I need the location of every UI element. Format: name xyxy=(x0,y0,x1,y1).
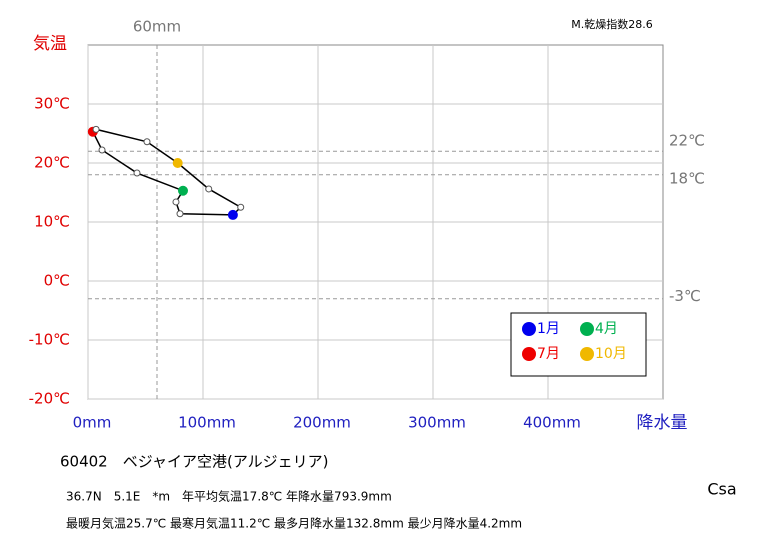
month-point xyxy=(98,146,106,154)
y-tick-label: -20℃ xyxy=(29,390,70,408)
legend-marker xyxy=(522,322,536,336)
reference-label: 60mm xyxy=(133,18,181,36)
reference-label: 22℃ xyxy=(669,132,705,150)
month-point xyxy=(172,158,183,168)
y-tick-label: 20℃ xyxy=(34,154,70,172)
month-point xyxy=(205,185,213,193)
x-tick-label: 0mm xyxy=(73,414,112,432)
month-point xyxy=(143,138,151,146)
x-axis-label: 降水量 xyxy=(637,413,688,433)
info-line: 36.7N 5.1E *m 年平均気温17.8℃ 年降水量793.9mm xyxy=(66,489,392,504)
legend-marker xyxy=(580,347,594,361)
legend-label: 7月 xyxy=(537,346,560,362)
legend-marker xyxy=(580,322,594,336)
month-point xyxy=(176,210,184,218)
x-tick-label: 400mm xyxy=(523,414,581,432)
reference-label: -3℃ xyxy=(669,287,701,305)
legend-label: 4月 xyxy=(595,321,618,337)
month-point xyxy=(237,203,245,211)
y-tick-label: 10℃ xyxy=(34,213,70,231)
legend-label: 1月 xyxy=(537,321,560,337)
legend-box xyxy=(510,312,647,377)
month-point xyxy=(227,209,238,220)
info-line: 最暖月気温25.7℃ 最寒月気温11.2℃ 最多月降水量132.8mm 最少月降… xyxy=(66,516,522,531)
legend-marker xyxy=(522,347,536,361)
legend-label: 10月 xyxy=(595,346,627,362)
y-tick-label: 0℃ xyxy=(44,272,70,290)
y-tick-label: 30℃ xyxy=(34,95,70,113)
x-tick-label: 200mm xyxy=(293,414,351,432)
y-axis-label: 気温 xyxy=(33,34,67,54)
month-point xyxy=(133,169,141,177)
station: 60402 ベジャイア空港(アルジェリア) xyxy=(60,453,329,471)
x-tick-label: 300mm xyxy=(408,414,466,432)
x-tick-label: 100mm xyxy=(178,414,236,432)
index-label: M.乾燥指数28.6 xyxy=(571,17,652,31)
month-point xyxy=(172,198,180,206)
month-point xyxy=(177,185,188,196)
month-point xyxy=(92,125,100,133)
reference-label: 18℃ xyxy=(669,169,705,187)
y-tick-label: -10℃ xyxy=(29,331,70,349)
climate-class: Csa xyxy=(707,480,736,499)
